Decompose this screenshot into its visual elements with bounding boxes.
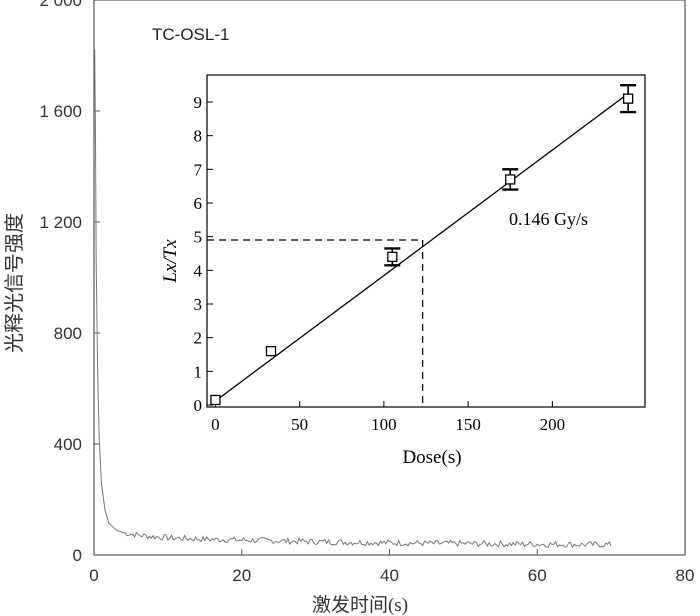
inset-y-tick-label: 9	[194, 93, 203, 112]
inset-x-tick-label: 100	[371, 415, 397, 434]
outer-x-tick-label: 20	[232, 566, 251, 585]
inset-y-tick-label: 1	[194, 362, 203, 381]
square-marker	[265, 345, 277, 357]
inset-data-points	[210, 83, 637, 406]
inset-y-tick-label: 6	[194, 194, 203, 213]
square-marker	[505, 174, 516, 185]
osl-decay-curve	[94, 49, 612, 549]
reference-dashed-lines	[207, 239, 424, 407]
inset-y-tick-label: 4	[194, 261, 203, 280]
inset-x-tick-label: 200	[540, 415, 566, 434]
outer-y-label: 光释光信号强度	[3, 213, 26, 353]
outer-x-axis: 0 20 40 60 80	[89, 549, 694, 585]
outer-title: TC-OSL-1	[152, 25, 229, 44]
square-marker	[387, 251, 398, 263]
outer-y-tick-label: 2 000	[39, 0, 82, 10]
inset-y-tick-label: 8	[194, 127, 203, 146]
inset-x-tick-label: 150	[455, 415, 481, 434]
outer-x-tick-label: 60	[528, 566, 547, 585]
inset-chart: 0 1 2 3 4 5 6 7 8 9 0 50 100 150 200 0.146 Gy/s Dose(…	[160, 74, 646, 468]
data-point	[502, 168, 519, 191]
outer-y-tick-label: 800	[54, 324, 82, 343]
inset-x-tick-label: 0	[211, 415, 220, 434]
inset-plot-frame	[206, 74, 646, 408]
outer-x-label: 激发时间(s)	[312, 594, 408, 616]
outer-y-tick-label: 1 200	[39, 213, 82, 232]
square-marker	[623, 93, 634, 104]
inset-x-axis: 0 50 100 150 200	[211, 401, 565, 434]
inset-x-label: Dose(s)	[402, 447, 461, 468]
inset-y-label: Lx/Tx	[160, 239, 181, 284]
inset-y-tick-label: 5	[194, 228, 203, 247]
outer-y-axis: 0 400 800 1 200 1 600 2 000	[39, 0, 100, 565]
inset-y-tick-label: 2	[194, 329, 203, 348]
data-point	[384, 247, 401, 267]
outer-y-tick-label: 1 600	[39, 102, 82, 121]
outer-y-tick-label: 400	[54, 435, 82, 454]
inset-x-tick-label: 50	[291, 415, 308, 434]
outer-x-tick-label: 0	[89, 566, 98, 585]
outer-x-tick-label: 40	[380, 566, 399, 585]
data-point	[210, 394, 221, 406]
dose-rate-annotation: 0.146 Gy/s	[509, 209, 588, 229]
outer-x-tick-label: 80	[676, 566, 695, 585]
inset-y-tick-label: 3	[194, 295, 203, 314]
inset-y-axis: 0 1 2 3 4 5 6 7 8 9	[194, 93, 213, 415]
fit-line	[215, 93, 629, 402]
outer-y-tick-label: 0	[73, 546, 82, 565]
data-point	[620, 83, 637, 114]
inset-y-tick-label: 7	[194, 160, 203, 179]
data-point	[265, 345, 277, 357]
square-marker	[210, 394, 221, 406]
inset-y-tick-label: 0	[194, 396, 203, 415]
